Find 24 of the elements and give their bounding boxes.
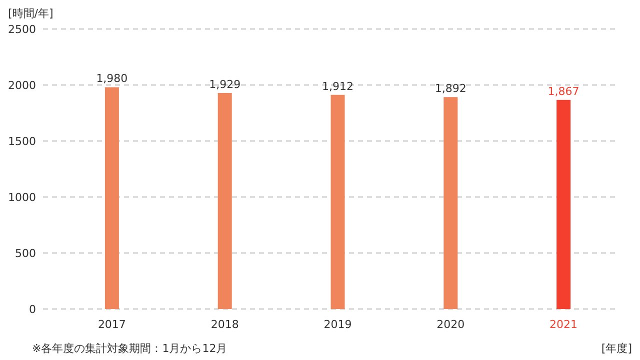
x-tick-label: 2019 (324, 318, 352, 331)
data-label: 1,892 (434, 82, 466, 96)
data-label: 1,929 (209, 78, 241, 91)
bar (330, 94, 345, 309)
x-axis-title: [年度] (601, 342, 632, 355)
data-label: 1,912 (322, 80, 354, 93)
y-tick-label: 2000 (8, 79, 36, 92)
x-tick-label: 2020 (436, 318, 465, 331)
y-tick-label: 1500 (8, 135, 36, 148)
text: ※各年度の集計対象期間：1月から12月 (32, 342, 228, 355)
x-tick-label: 2018 (210, 318, 239, 331)
y-axis-title: [時間/年] (8, 7, 54, 20)
data-label: 1,867 (548, 84, 580, 98)
y-tick-label: 0 (29, 303, 36, 316)
x-tick-label: 2017 (98, 318, 126, 331)
bar (556, 100, 571, 309)
data-label: 1,980 (96, 72, 128, 86)
bar (104, 87, 119, 309)
y-tick-label: 1000 (8, 191, 36, 204)
bar (218, 92, 232, 309)
y-tick-label: 2500 (8, 23, 36, 36)
y-tick-label: 500 (15, 247, 36, 260)
x-tick-label: 2021 (550, 318, 578, 331)
bar (444, 97, 458, 309)
